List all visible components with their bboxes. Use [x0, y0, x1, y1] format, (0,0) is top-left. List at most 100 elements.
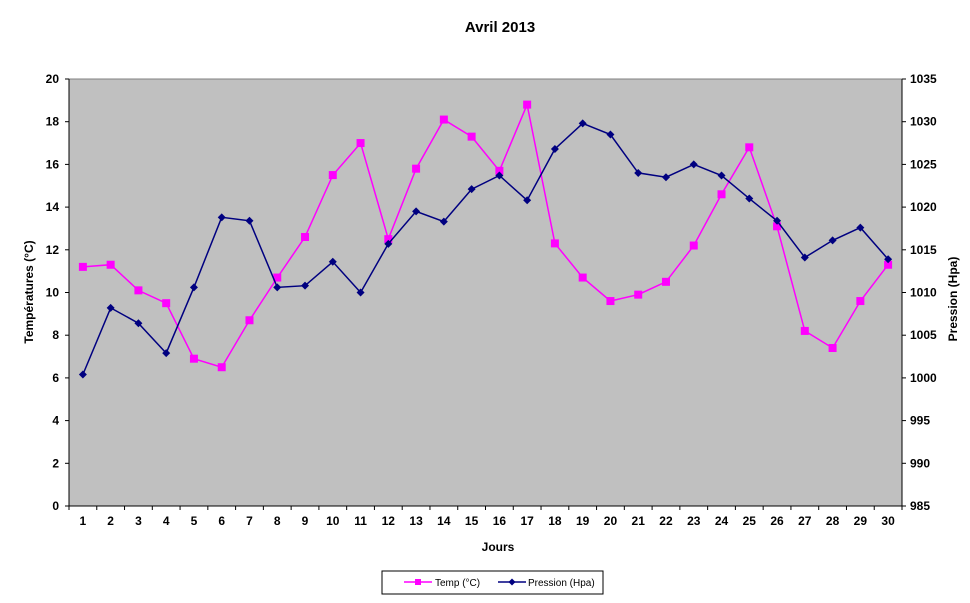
left-y-tick-label: 18 [46, 115, 60, 129]
data-point-pression [78, 370, 87, 379]
left-y-ticks: 0 2 4 6 8 10 12 14 16 18 20 [46, 72, 69, 513]
data-point-pression [301, 281, 310, 290]
x-tick-label: 3 [135, 514, 142, 528]
data-point-pression [661, 173, 670, 182]
data-point-pression [717, 171, 726, 180]
x-tick-label: 8 [274, 514, 281, 528]
data-point-temp [717, 190, 726, 199]
left-y-tick-label: 14 [46, 200, 60, 214]
data-point-temp [550, 239, 559, 248]
data-point-temp [467, 132, 476, 141]
chart-title: Avril 2013 [465, 19, 535, 36]
right-y-tick-label: 1010 [910, 286, 937, 300]
data-point-temp [384, 235, 393, 244]
right-y-axis-label: Pression (Hpa) [946, 257, 960, 342]
data-point-temp [495, 166, 504, 175]
x-tick-label: 4 [163, 514, 170, 528]
right-y-tick-label: 985 [910, 499, 930, 513]
x-axis-label: Jours [482, 540, 515, 554]
data-point-temp [189, 354, 198, 363]
legend-label-pression: Pression (Hpa) [528, 578, 595, 589]
data-point-pression [884, 255, 893, 264]
data-point-pression [356, 288, 365, 297]
left-y-tick-label: 12 [46, 243, 60, 257]
data-point-pression [106, 303, 115, 312]
data-point-pression [328, 257, 337, 266]
data-point-pression [467, 185, 476, 194]
data-point-temp [328, 171, 337, 180]
data-point-temp [106, 260, 115, 269]
data-point-temp [800, 326, 809, 335]
left-y-tick-label: 2 [52, 456, 59, 470]
data-point-temp [661, 277, 670, 286]
data-point-temp [356, 139, 365, 148]
data-point-temp [301, 232, 310, 241]
x-tick-label: 22 [659, 514, 673, 528]
data-point-pression [162, 349, 171, 358]
data-point-pression [273, 283, 282, 292]
data-point-temp [828, 344, 837, 353]
data-point-temp [245, 316, 254, 325]
x-tick-label: 10 [326, 514, 340, 528]
data-point-temp [162, 299, 171, 308]
left-y-tick-label: 6 [52, 371, 59, 385]
x-tick-label: 12 [382, 514, 396, 528]
x-tick-label: 18 [548, 514, 562, 528]
data-point-pression [550, 145, 559, 154]
x-tick-label: 1 [80, 514, 87, 528]
legend-marker-pression [508, 578, 516, 586]
data-point-pression [856, 223, 865, 232]
x-tick-label: 5 [191, 514, 198, 528]
data-point-temp [856, 297, 865, 306]
x-tick-label: 7 [246, 514, 253, 528]
data-point-pression [217, 213, 226, 222]
left-y-tick-label: 8 [52, 328, 59, 342]
left-y-tick-label: 10 [46, 286, 60, 300]
right-y-tick-label: 1035 [910, 72, 937, 86]
x-tick-label: 29 [854, 514, 868, 528]
legend-box [381, 570, 604, 595]
data-point-pression [606, 130, 615, 139]
data-point-temp [884, 260, 893, 269]
data-point-temp [745, 143, 754, 152]
data-point-pression [495, 171, 504, 180]
data-point-temp [578, 273, 587, 282]
left-y-tick-label: 16 [46, 157, 60, 171]
x-tick-label: 13 [409, 514, 423, 528]
x-tick-label: 9 [302, 514, 309, 528]
left-y-tick-label: 4 [52, 414, 59, 428]
data-point-temp [606, 297, 615, 306]
x-tick-label: 2 [107, 514, 114, 528]
right-y-tick-label: 1020 [910, 200, 937, 214]
data-point-temp [412, 164, 421, 173]
x-tick-label: 17 [520, 514, 534, 528]
data-point-temp [273, 273, 282, 282]
data-point-pression [245, 216, 254, 225]
series-layer [78, 100, 893, 379]
x-ticks: 1 2 3 4 5 6 7 8 9 10 11 12 13 14 15 16 17 18 19 20 21 22 23 24 2… [68, 506, 903, 528]
right-y-ticks: 985 990 995 1000 1005 1010 1015 1020 1025 1030 103… [902, 72, 937, 513]
legend: Temp (°C) Pression (Hpa) [381, 570, 604, 595]
right-y-tick-label: 1000 [910, 371, 937, 385]
x-tick-label: 26 [770, 514, 784, 528]
data-point-temp [217, 363, 226, 372]
x-tick-label: 23 [687, 514, 701, 528]
data-point-temp [78, 262, 87, 271]
x-tick-label: 16 [493, 514, 507, 528]
series-line-temp [82, 102, 889, 369]
x-tick-label: 20 [604, 514, 618, 528]
plot-area [68, 78, 903, 507]
data-point-pression [189, 283, 198, 292]
data-point-temp [689, 241, 698, 250]
x-tick-label: 24 [715, 514, 729, 528]
x-tick-label: 30 [881, 514, 895, 528]
x-tick-label: 6 [218, 514, 225, 528]
legend-label-temp: Temp (°C) [435, 578, 480, 589]
right-y-tick-label: 990 [910, 456, 930, 470]
data-point-temp [439, 115, 448, 124]
data-point-pression [800, 253, 809, 262]
data-point-pression [523, 196, 532, 205]
x-tick-label: 11 [354, 514, 367, 528]
data-point-temp [523, 100, 532, 109]
x-tick-label: 14 [437, 514, 451, 528]
